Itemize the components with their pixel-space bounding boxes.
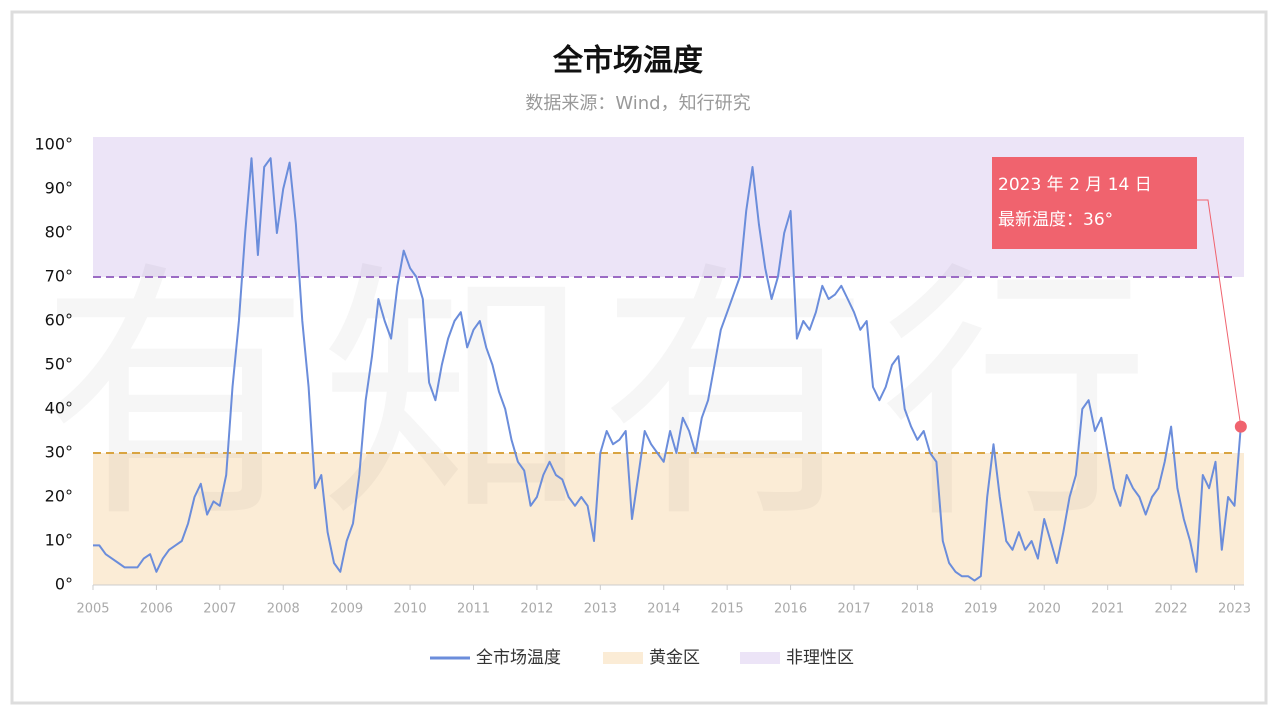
- tooltip-date: 2023 年 2 月 14 日: [998, 175, 1152, 195]
- line: [93, 157, 1242, 582]
- y-tick-label: 20°: [45, 487, 73, 506]
- x-tick-label: 2021: [1091, 602, 1124, 617]
- x-tick-label: 2007: [203, 602, 236, 617]
- y-tick-label: 50°: [45, 355, 73, 374]
- annotation-leader: [1197, 199, 1242, 427]
- y-tick-label: 100°: [34, 135, 73, 154]
- x-tick-label: 2019: [964, 602, 997, 617]
- x-tick-label: 2005: [76, 602, 109, 617]
- watermark: 有知有行: [40, 239, 1160, 554]
- chart-subtitle: 数据来源：Wind，知行研究: [525, 93, 750, 114]
- tooltip-value: 最新温度：36°: [998, 210, 1113, 230]
- x-tick-label: 2010: [394, 602, 427, 617]
- x-tick-label: 2020: [1028, 602, 1061, 617]
- legend-label: 全市场温度: [476, 648, 561, 668]
- frame: [10, 10, 1268, 705]
- x-tick-label: 2014: [647, 602, 680, 617]
- x-tick-label: 2018: [901, 602, 934, 617]
- y-tick-label: 60°: [45, 311, 73, 330]
- chart-title: 全市场温度: [552, 44, 703, 79]
- x-tick-label: 2015: [711, 602, 744, 617]
- x-tick-label: 2017: [837, 602, 870, 617]
- y-tick-label: 40°: [45, 399, 73, 418]
- x-tick-label: 2022: [1155, 602, 1188, 617]
- x-tick-label: 2016: [774, 602, 807, 617]
- x-tick-label: 2011: [457, 602, 490, 617]
- x-tick-label: 2012: [520, 602, 553, 617]
- y-tick-label: 70°: [45, 267, 73, 286]
- y-tick-label: 0°: [55, 575, 73, 594]
- latest-point: [1234, 420, 1247, 433]
- legend-label: 黄金区: [649, 648, 700, 668]
- y-tick-label: 30°: [45, 443, 73, 462]
- legend-swatch: [740, 652, 780, 664]
- zone: [93, 453, 1244, 585]
- legend-label: 非理性区: [786, 648, 854, 668]
- x-tick-label: 2013: [584, 602, 617, 617]
- x-tick-label: 2006: [140, 602, 173, 617]
- x-tick-label: 2009: [330, 602, 363, 617]
- y-tick-label: 80°: [45, 223, 73, 242]
- y-tick-label: 10°: [45, 531, 73, 550]
- tooltip-box: [992, 157, 1197, 249]
- y-tick-label: 90°: [45, 179, 73, 198]
- x-tick-label: 2008: [267, 602, 300, 617]
- x-tick-label: 2023: [1218, 602, 1251, 617]
- legend-swatch: [603, 652, 643, 664]
